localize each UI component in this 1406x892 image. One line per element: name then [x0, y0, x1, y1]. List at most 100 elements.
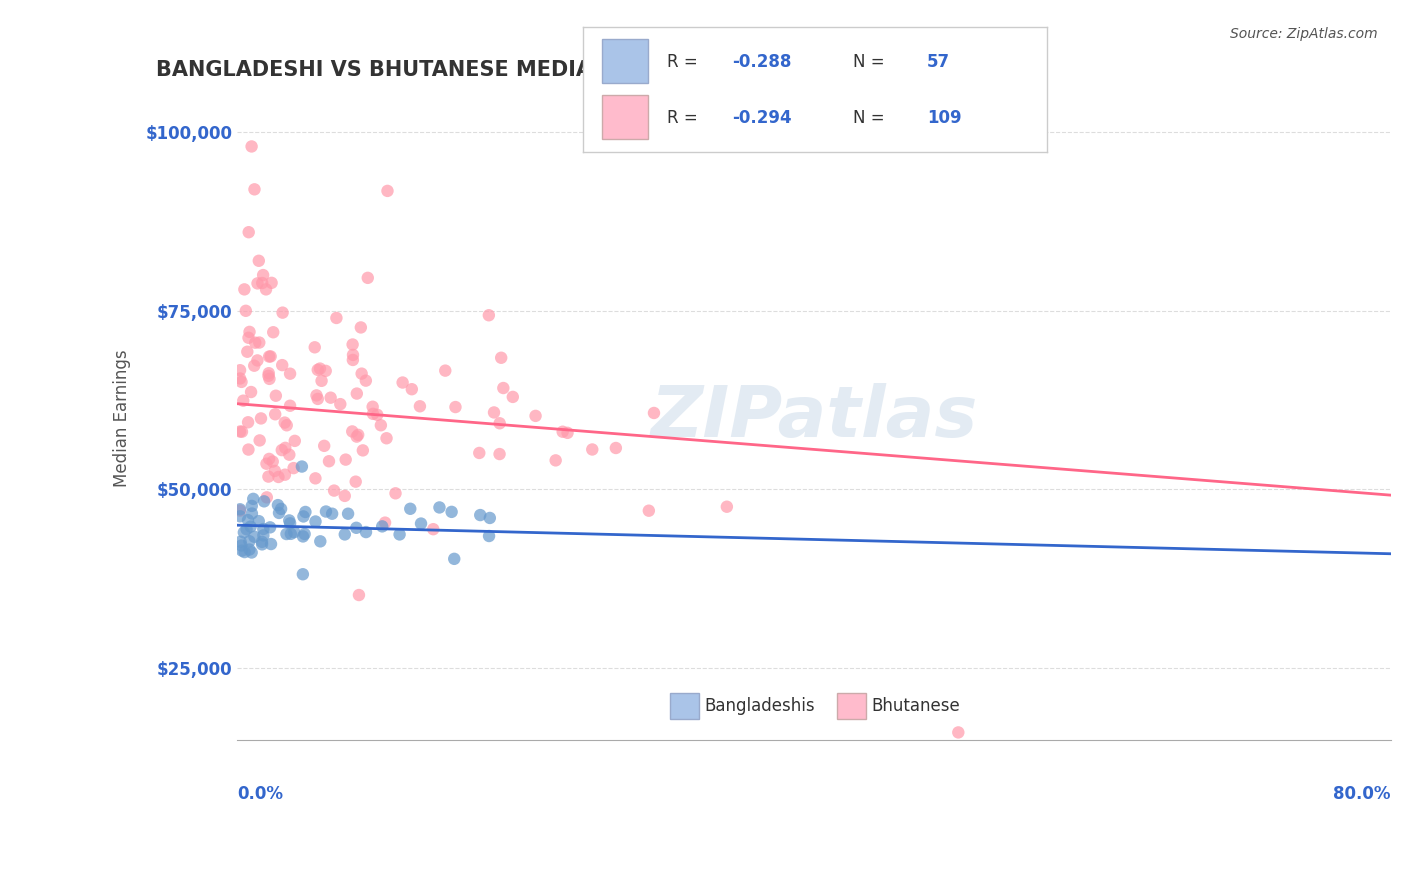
Text: Bangladeshis: Bangladeshis: [704, 698, 815, 715]
Bhutanese: [318, 454, 340, 468]
Bhutanese: [232, 393, 254, 408]
Bhutanese: [581, 442, 603, 457]
Bhutanese: [444, 400, 467, 414]
Bhutanese: [401, 382, 423, 396]
Bangladeshis: [236, 513, 259, 527]
Bhutanese: [257, 368, 280, 383]
Bangladeshis: [399, 501, 422, 516]
Bhutanese: [478, 308, 501, 322]
Bhutanese: [233, 282, 256, 296]
Bangladeshis: [292, 529, 315, 543]
Bhutanese: [488, 447, 510, 461]
Bhutanese: [314, 439, 336, 453]
Bangladeshis: [250, 534, 273, 549]
Bangladeshis: [294, 505, 316, 519]
Bangladeshis: [233, 545, 256, 559]
Bhutanese: [409, 399, 432, 413]
Bangladeshis: [278, 516, 301, 531]
Bhutanese: [243, 359, 266, 373]
Text: 109: 109: [927, 109, 962, 127]
Bangladeshis: [243, 530, 266, 544]
Bhutanese: [557, 425, 579, 440]
Bangladeshis: [259, 520, 281, 534]
Bhutanese: [643, 406, 665, 420]
Bhutanese: [240, 139, 263, 153]
Bangladeshis: [283, 525, 305, 540]
Bangladeshis: [280, 526, 302, 541]
Bhutanese: [384, 486, 406, 500]
Bhutanese: [252, 276, 274, 290]
Bhutanese: [354, 374, 377, 388]
Bhutanese: [352, 443, 374, 458]
Bhutanese: [276, 418, 298, 433]
Bangladeshis: [440, 505, 463, 519]
Bhutanese: [284, 434, 307, 448]
Bangladeshis: [276, 527, 298, 541]
FancyBboxPatch shape: [602, 95, 648, 139]
Bangladeshis: [240, 545, 263, 559]
Text: N =: N =: [852, 53, 890, 70]
Bangladeshis: [232, 525, 254, 540]
Text: R =: R =: [666, 53, 703, 70]
Bhutanese: [422, 522, 444, 536]
Bhutanese: [315, 364, 337, 378]
Text: 80.0%: 80.0%: [1333, 785, 1391, 803]
Bhutanese: [246, 353, 269, 368]
Bangladeshis: [229, 509, 252, 524]
Bhutanese: [262, 454, 284, 468]
Bhutanese: [263, 464, 285, 478]
Bangladeshis: [252, 522, 274, 536]
Text: Bhutanese: Bhutanese: [872, 698, 960, 715]
Bhutanese: [374, 516, 396, 530]
Bangladeshis: [388, 527, 411, 541]
Bangladeshis: [344, 521, 367, 535]
Bangladeshis: [239, 519, 262, 533]
Bhutanese: [492, 381, 515, 395]
Bhutanese: [283, 461, 305, 475]
Text: Source: ZipAtlas.com: Source: ZipAtlas.com: [1230, 27, 1378, 41]
Bhutanese: [278, 448, 301, 462]
Bhutanese: [238, 225, 260, 239]
Bhutanese: [257, 451, 280, 466]
Bhutanese: [252, 268, 274, 282]
Bhutanese: [304, 471, 326, 485]
Bhutanese: [259, 372, 281, 386]
Bhutanese: [489, 351, 512, 365]
Bhutanese: [229, 363, 252, 377]
Bangladeshis: [478, 511, 501, 525]
Bhutanese: [342, 337, 364, 351]
Bhutanese: [271, 358, 294, 372]
Bhutanese: [273, 416, 295, 430]
FancyBboxPatch shape: [837, 693, 866, 719]
Bangladeshis: [337, 507, 360, 521]
Bhutanese: [434, 364, 457, 378]
Bangladeshis: [371, 519, 394, 533]
Bhutanese: [551, 425, 574, 439]
Bhutanese: [482, 405, 505, 419]
Text: BANGLADESHI VS BHUTANESE MEDIAN EARNINGS CORRELATION CHART: BANGLADESHI VS BHUTANESE MEDIAN EARNINGS…: [156, 60, 994, 79]
Bangladeshis: [240, 499, 263, 513]
Bangladeshis: [238, 542, 260, 557]
Bangladeshis: [238, 534, 260, 549]
Bangladeshis: [470, 508, 492, 522]
Bangladeshis: [409, 516, 432, 531]
Bhutanese: [325, 310, 347, 325]
Bhutanese: [260, 276, 283, 290]
Bhutanese: [254, 282, 277, 296]
Bhutanese: [247, 335, 270, 350]
Bhutanese: [350, 367, 373, 381]
Bhutanese: [377, 184, 399, 198]
Bhutanese: [309, 361, 332, 376]
Bhutanese: [249, 434, 271, 448]
Bangladeshis: [260, 537, 283, 551]
Bhutanese: [361, 407, 384, 421]
Bangladeshis: [333, 527, 356, 541]
Text: 0.0%: 0.0%: [238, 785, 283, 803]
Bhutanese: [267, 470, 290, 484]
Bhutanese: [344, 475, 367, 489]
Text: ZIPatlas: ZIPatlas: [651, 384, 977, 452]
Y-axis label: Median Earnings: Median Earnings: [114, 349, 131, 487]
Bhutanese: [229, 503, 252, 517]
Bhutanese: [257, 366, 280, 380]
Text: -0.294: -0.294: [733, 109, 792, 127]
